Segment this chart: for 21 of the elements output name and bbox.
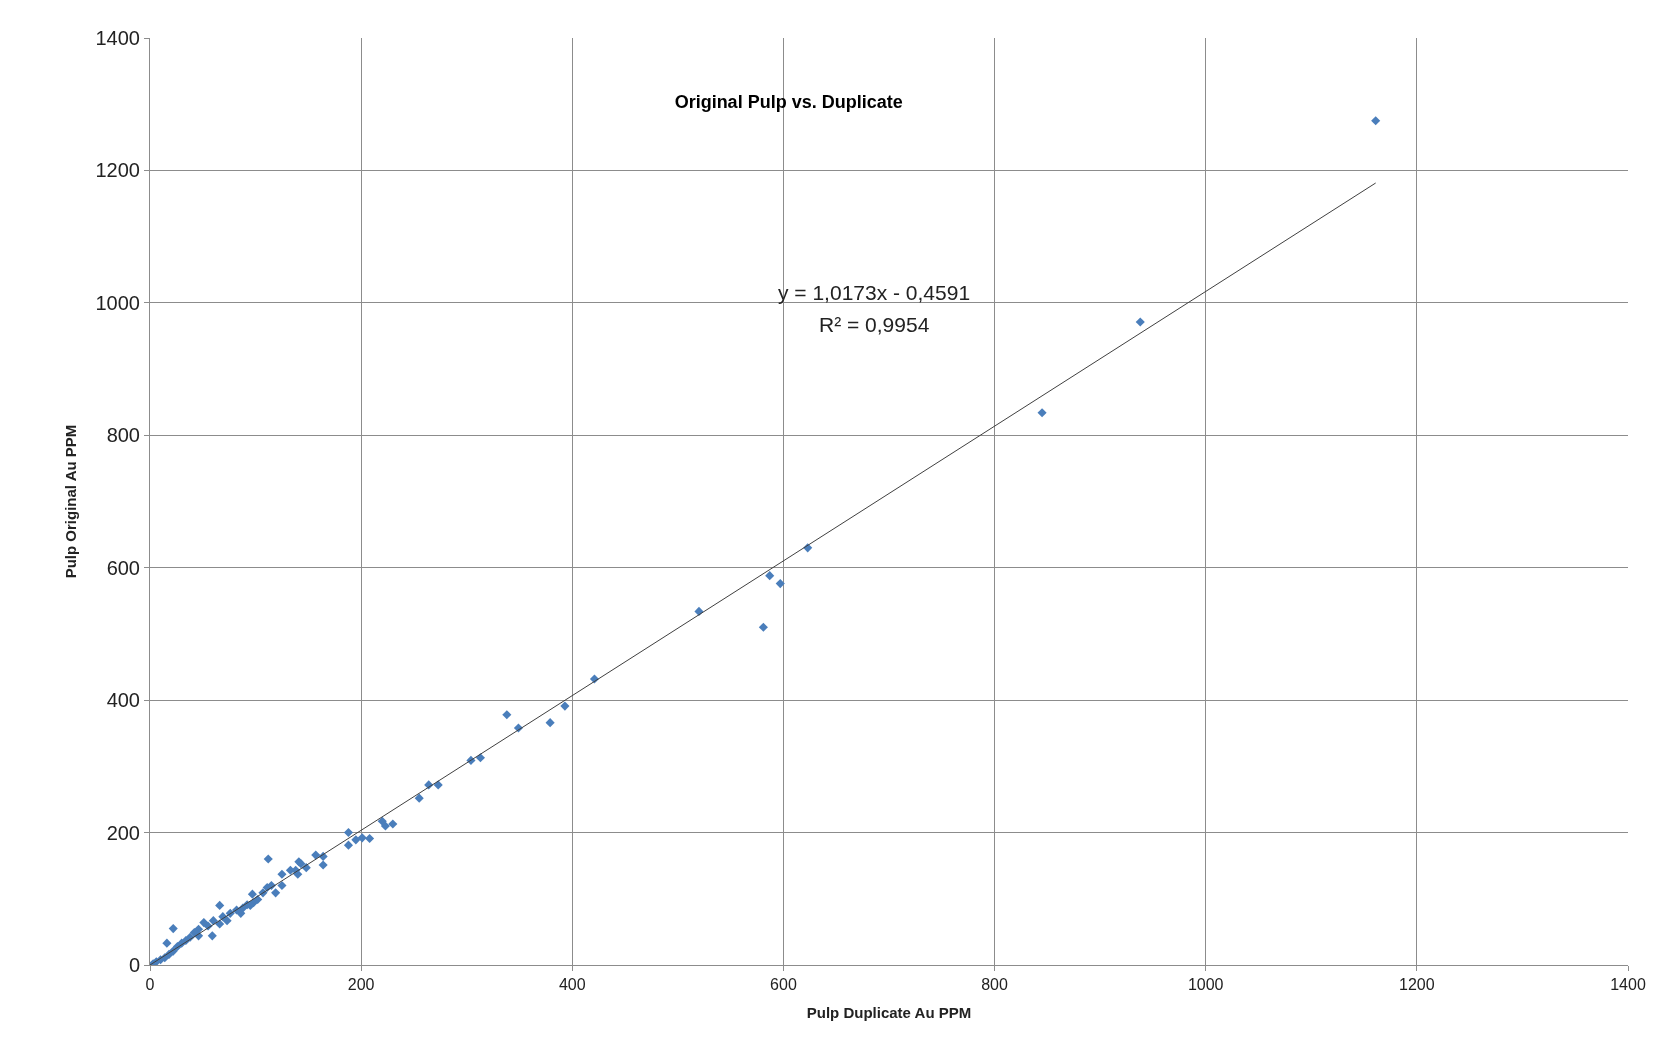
annotation: R² = 0,9954 bbox=[819, 313, 930, 336]
y-tick-label: 800 bbox=[106, 424, 140, 447]
y-tick-label: 1200 bbox=[95, 159, 140, 182]
x-tick-label: 1000 bbox=[1187, 976, 1224, 994]
x-axis-title: Pulp Duplicate Au PPM bbox=[806, 1004, 972, 1022]
annotation: y = 1,0173x - 0,4591 bbox=[778, 281, 971, 304]
y-tick-label: 1000 bbox=[95, 291, 140, 314]
text: Original Pulp vs. Duplicate bbox=[674, 91, 903, 112]
y-tick-label: 0 bbox=[128, 954, 140, 976]
x-tick-label: 200 bbox=[347, 976, 375, 994]
y-tick-label: 400 bbox=[106, 689, 140, 712]
x-tick-label: 400 bbox=[558, 976, 586, 994]
x-tick-label: 1400 bbox=[1610, 976, 1646, 994]
x-tick-label: 1200 bbox=[1399, 976, 1435, 994]
x-tick-label: 0 bbox=[145, 976, 155, 994]
y-axis-title: Pulp Original Au PPM bbox=[61, 424, 79, 579]
x-tick-label: 600 bbox=[770, 976, 797, 994]
y-tick-label: 600 bbox=[106, 556, 140, 579]
y-tick-label: 200 bbox=[106, 821, 140, 844]
x-tick-label: 800 bbox=[981, 976, 1009, 994]
y-tick-label: 1400 bbox=[95, 27, 140, 49]
